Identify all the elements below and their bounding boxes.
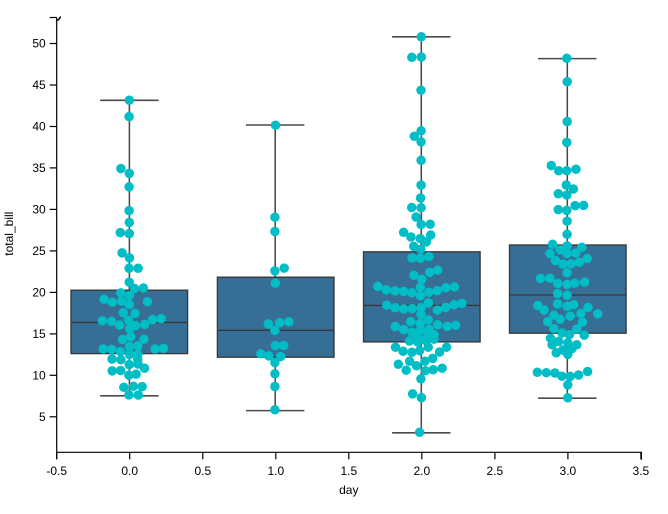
svg-text:3.5: 3.5 xyxy=(633,464,650,478)
svg-text:50: 50 xyxy=(32,37,46,51)
svg-text:0.0: 0.0 xyxy=(121,464,138,478)
svg-text:1.5: 1.5 xyxy=(340,464,357,478)
svg-text:20: 20 xyxy=(32,285,46,299)
svg-text:25: 25 xyxy=(32,244,46,258)
svg-text:-0.5: -0.5 xyxy=(46,464,67,478)
svg-text:2.0: 2.0 xyxy=(413,464,430,478)
svg-text:45: 45 xyxy=(32,78,46,92)
svg-text:2.5: 2.5 xyxy=(487,464,504,478)
svg-text:1.0: 1.0 xyxy=(267,464,284,478)
svg-text:40: 40 xyxy=(32,120,46,134)
svg-text:35: 35 xyxy=(32,161,46,175)
svg-text:3.0: 3.0 xyxy=(560,464,577,478)
svg-text:day: day xyxy=(339,483,358,497)
svg-text:10: 10 xyxy=(32,368,46,382)
svg-text:30: 30 xyxy=(32,202,46,216)
svg-text:total_bill: total_bill xyxy=(2,212,16,256)
svg-text:5: 5 xyxy=(39,410,46,424)
svg-text:0.5: 0.5 xyxy=(194,464,211,478)
svg-text:15: 15 xyxy=(32,327,46,341)
